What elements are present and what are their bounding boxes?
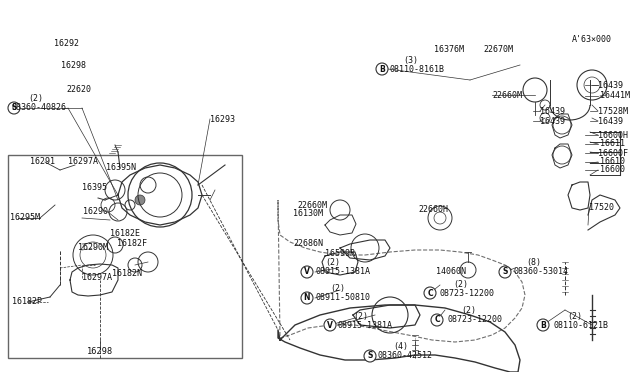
- Text: C: C: [434, 315, 440, 324]
- Circle shape: [424, 287, 436, 299]
- Text: (2): (2): [28, 94, 43, 103]
- Text: (3): (3): [403, 55, 418, 64]
- Text: 08360-53014: 08360-53014: [514, 267, 569, 276]
- Text: N: N: [304, 294, 310, 302]
- Text: S: S: [502, 267, 508, 276]
- Circle shape: [431, 314, 443, 326]
- Text: 08915-1381A: 08915-1381A: [338, 321, 393, 330]
- Text: 08360-40826: 08360-40826: [12, 103, 67, 112]
- Text: (2): (2): [567, 311, 582, 321]
- Circle shape: [135, 195, 145, 205]
- Circle shape: [364, 350, 376, 362]
- Text: 16441M: 16441M: [600, 92, 630, 100]
- Text: 16290: 16290: [83, 206, 108, 215]
- Text: 16600F: 16600F: [598, 148, 628, 157]
- Text: 16130M: 16130M: [293, 209, 323, 218]
- Text: 16293: 16293: [210, 115, 235, 124]
- Text: 16292: 16292: [54, 38, 79, 48]
- Text: 14060N: 14060N: [436, 267, 466, 276]
- Text: 16395: 16395: [82, 183, 107, 192]
- Text: (2): (2): [330, 285, 345, 294]
- Text: 16182N: 16182N: [112, 269, 142, 278]
- Text: 08360-42512: 08360-42512: [378, 352, 433, 360]
- Text: S: S: [12, 103, 17, 112]
- Text: 08723-12200: 08723-12200: [440, 289, 495, 298]
- Text: 22620: 22620: [66, 86, 91, 94]
- Circle shape: [324, 319, 336, 331]
- Text: 16182F: 16182F: [117, 240, 147, 248]
- Circle shape: [301, 266, 313, 278]
- Text: 22670M: 22670M: [483, 45, 513, 55]
- Text: 16439: 16439: [540, 106, 565, 115]
- Text: S: S: [367, 352, 372, 360]
- Text: B: B: [540, 321, 546, 330]
- Text: 16295M: 16295M: [10, 214, 40, 222]
- Text: (2): (2): [325, 259, 340, 267]
- Text: 08723-12200: 08723-12200: [447, 315, 502, 324]
- Text: 16297A: 16297A: [68, 157, 98, 167]
- Text: 22660M: 22660M: [297, 201, 327, 209]
- Text: (8): (8): [526, 259, 541, 267]
- Text: B: B: [379, 64, 385, 74]
- Text: V: V: [327, 321, 333, 330]
- Text: 16298: 16298: [87, 347, 113, 356]
- Circle shape: [376, 63, 388, 75]
- Text: (2): (2): [461, 307, 476, 315]
- Bar: [8, 155, 242, 358]
- Circle shape: [301, 292, 313, 304]
- Text: 16600: 16600: [600, 166, 625, 174]
- Text: (4): (4): [393, 343, 408, 352]
- Text: 16291: 16291: [30, 157, 55, 167]
- Text: 22660H: 22660H: [418, 205, 448, 214]
- Text: 08911-50810: 08911-50810: [315, 294, 370, 302]
- Text: (2): (2): [353, 311, 368, 321]
- Text: 16298: 16298: [61, 61, 86, 70]
- Text: 17528M: 17528M: [598, 106, 628, 115]
- Text: 16439: 16439: [540, 116, 565, 125]
- Text: 08915-1381A: 08915-1381A: [315, 267, 370, 276]
- Text: 22660M: 22660M: [492, 90, 522, 99]
- Text: C: C: [427, 289, 433, 298]
- Circle shape: [8, 102, 20, 114]
- Text: 16600H: 16600H: [598, 131, 628, 140]
- Text: 16611: 16611: [600, 140, 625, 148]
- Circle shape: [499, 266, 511, 278]
- Text: 16395N: 16395N: [106, 164, 136, 173]
- Text: 16439: 16439: [598, 80, 623, 90]
- Text: 16599R: 16599R: [325, 248, 355, 257]
- Circle shape: [537, 319, 549, 331]
- Text: 16376M: 16376M: [434, 45, 464, 55]
- Text: 17520: 17520: [589, 203, 614, 212]
- Text: 16297A: 16297A: [82, 273, 112, 282]
- Text: 08110-6121B: 08110-6121B: [553, 321, 608, 330]
- Text: 16290M: 16290M: [78, 244, 108, 253]
- Text: 08110-8161B: 08110-8161B: [390, 64, 445, 74]
- Text: A'63×000: A'63×000: [572, 35, 612, 45]
- Text: 16182E: 16182E: [110, 230, 140, 238]
- Text: 16182P: 16182P: [12, 298, 42, 307]
- Text: 16439: 16439: [598, 116, 623, 125]
- Text: (2): (2): [453, 279, 468, 289]
- Text: 22686N: 22686N: [293, 240, 323, 248]
- Text: 16610: 16610: [600, 157, 625, 167]
- Text: V: V: [304, 267, 310, 276]
